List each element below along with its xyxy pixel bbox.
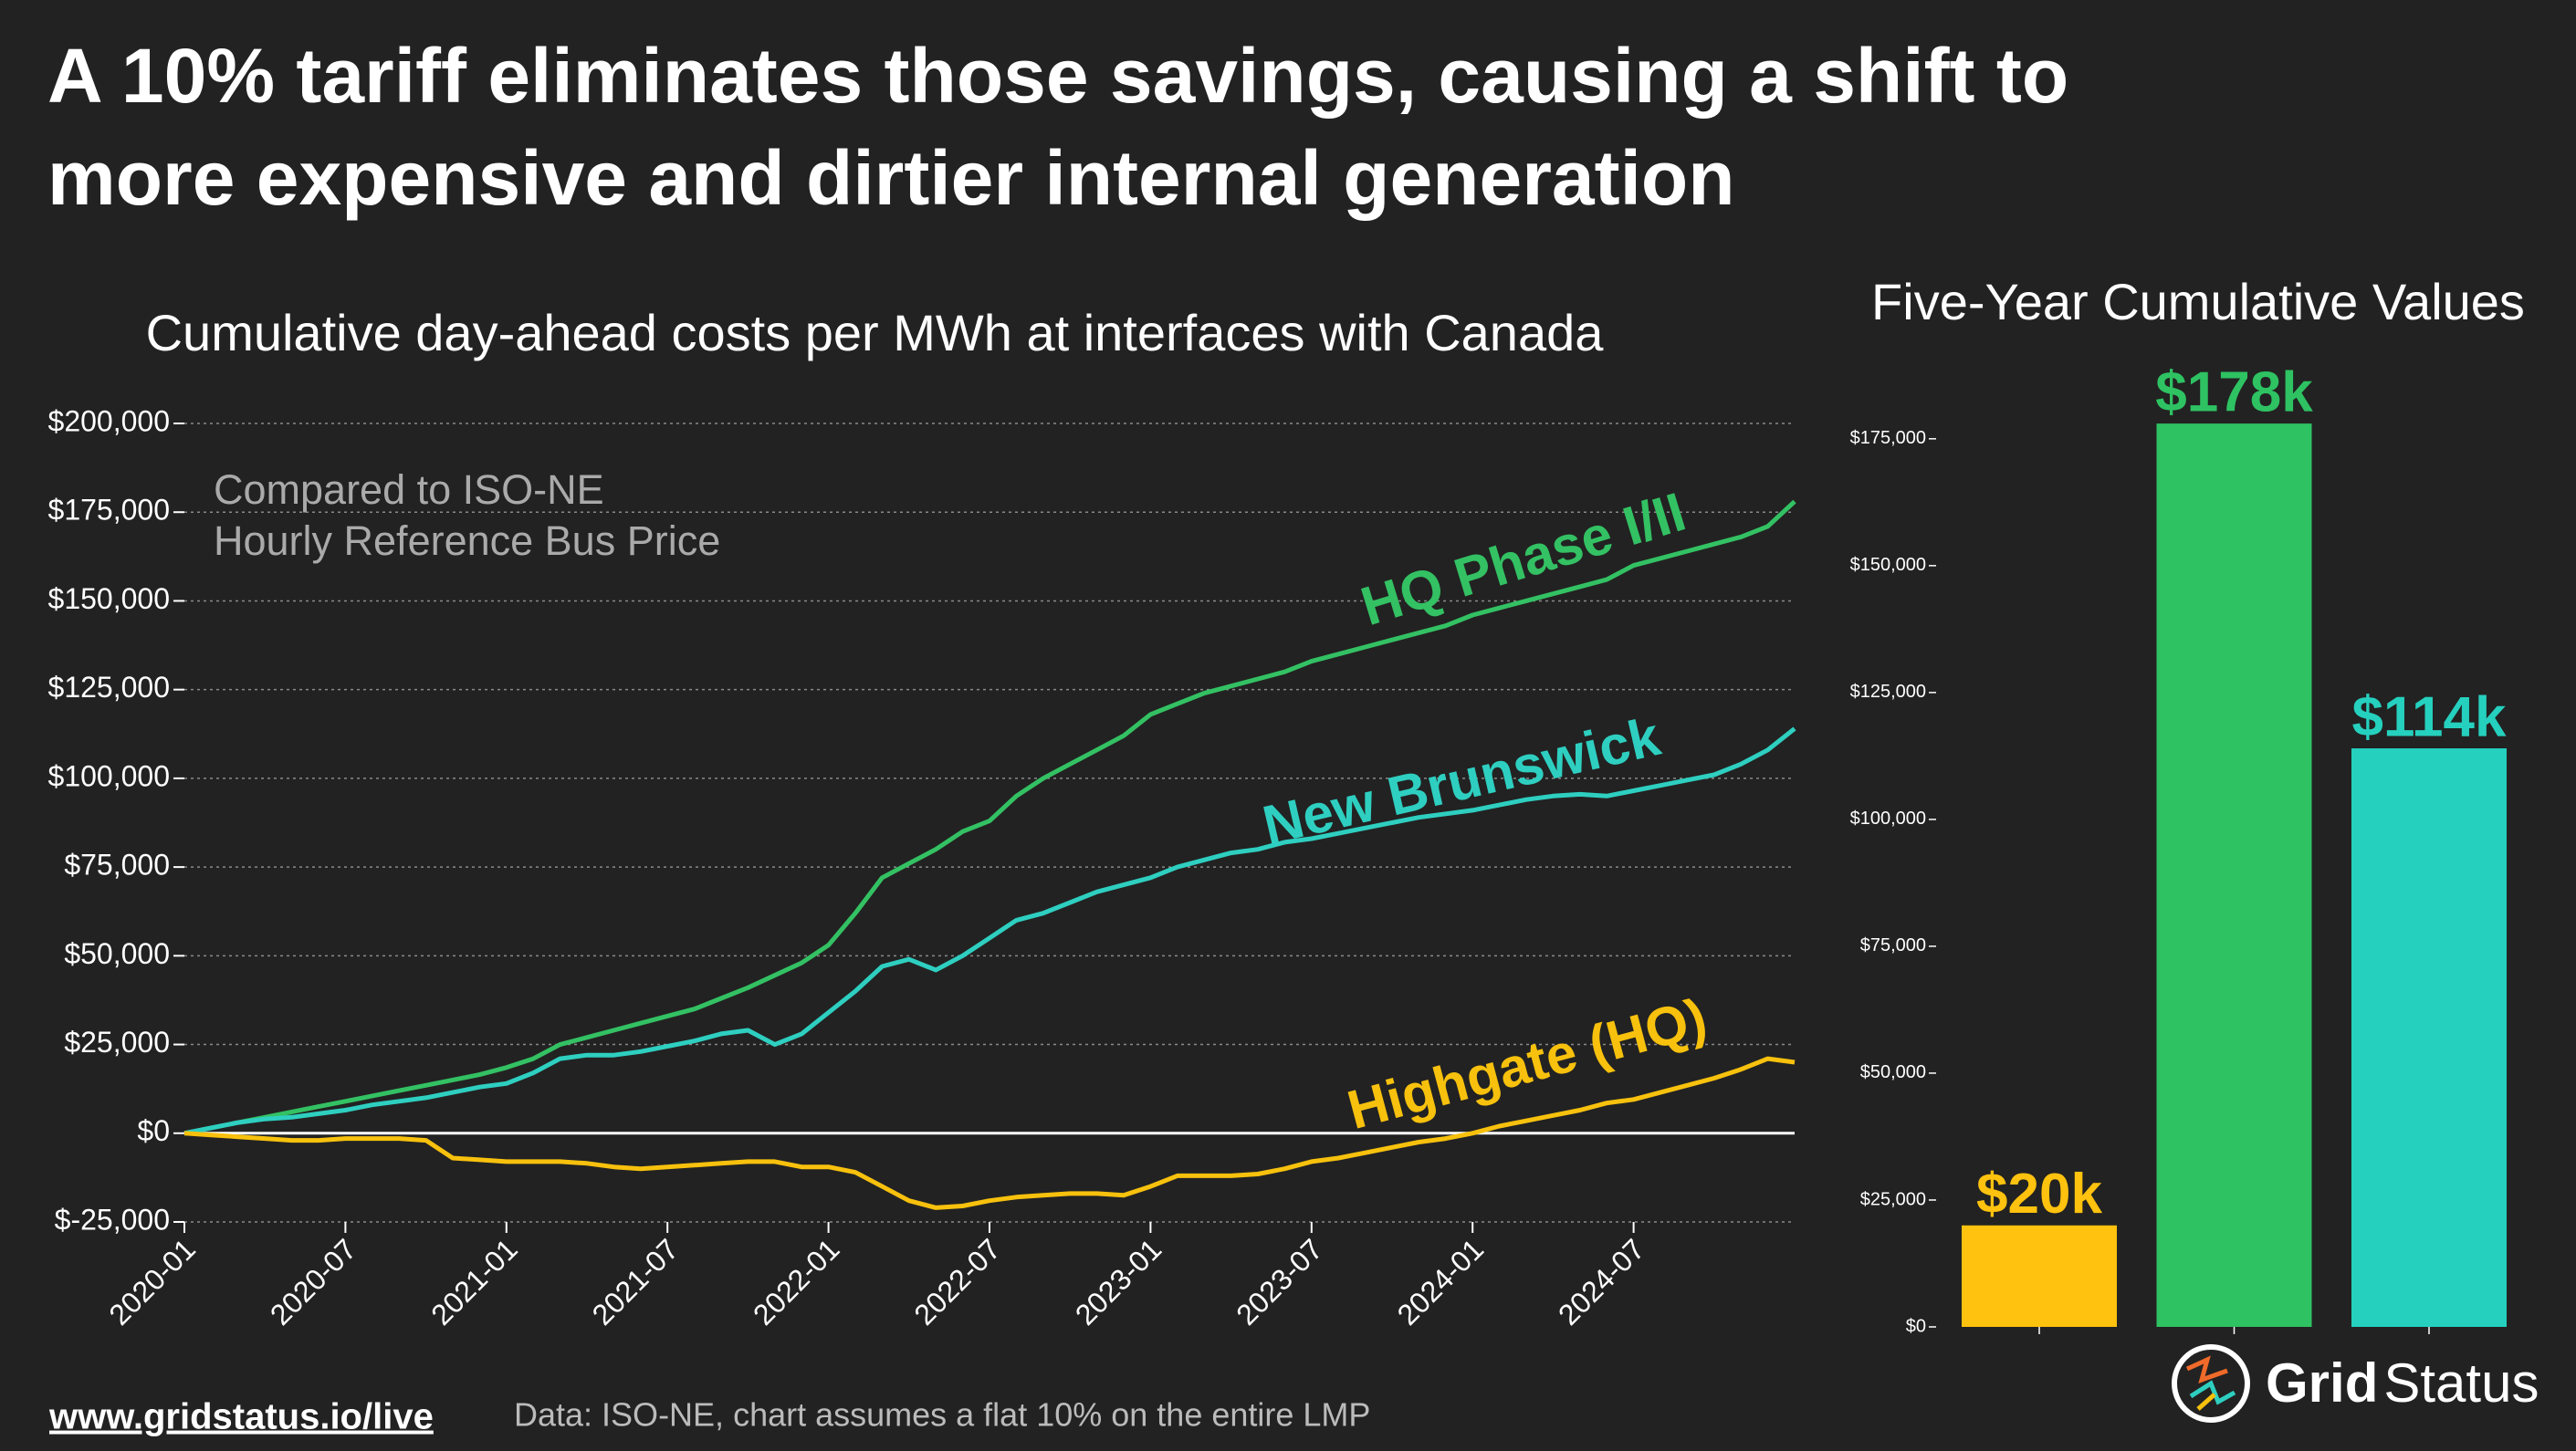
y-tick-label: $100,000 [48, 759, 170, 792]
series-line [183, 1056, 1796, 1210]
bar-value-label: $20k [1976, 1163, 2102, 1226]
y-tick-label: $100,000 [1850, 809, 1926, 829]
y-tick-label: $25,000 [1860, 1189, 1926, 1209]
y-tick-label: $0 [137, 1114, 170, 1147]
y-tick-label: $50,000 [64, 937, 170, 970]
y-tick-label: $125,000 [48, 671, 170, 704]
logo-ring [2172, 1344, 2250, 1423]
bar [1962, 1225, 2117, 1327]
series-line [183, 726, 1796, 1136]
logo: Grid Status [2172, 1344, 2539, 1423]
footer-source: Data: ISO-NE, chart assumes a flat 10% o… [514, 1396, 1370, 1434]
chart-subtitle: Cumulative day-ahead costs per MWh at in… [146, 304, 1605, 361]
logo-text: Grid Status [2266, 1352, 2539, 1414]
logo-regular: Status [2383, 1352, 2539, 1414]
y-tick-label: $175,000 [48, 494, 170, 527]
title-line: A 10% tariff eliminates those savings, c… [47, 33, 2068, 119]
y-tick-label: $75,000 [1860, 935, 1926, 955]
annotation: Compared to ISO-NE [214, 466, 604, 513]
y-tick-label: $75,000 [64, 849, 170, 882]
y-tick-label: $200,000 [48, 404, 170, 437]
footer-link[interactable]: www.gridstatus.io/live [48, 1397, 434, 1437]
logo-stroke [2189, 1380, 2236, 1405]
logo-stroke [2196, 1393, 2216, 1411]
y-tick-label: $125,000 [1850, 682, 1926, 702]
y-tick-label: $25,000 [64, 1026, 170, 1059]
annotation: Hourly Reference Bus Price [214, 517, 720, 564]
y-tick-label: $50,000 [1860, 1062, 1926, 1082]
y-tick-label: $0 [1906, 1316, 1926, 1336]
y-tick-label: $175,000 [1850, 428, 1926, 448]
y-tick-label: $150,000 [1850, 555, 1926, 575]
logo-stroke [2185, 1355, 2228, 1383]
title-line: more expensive and dirtier internal gene… [47, 135, 1735, 221]
chart-subtitle: Five-Year Cumulative Values [1871, 273, 2525, 330]
bar [2156, 423, 2312, 1328]
y-tick-label: $-25,000 [55, 1203, 170, 1236]
bar-value-label: $114k [2352, 685, 2508, 748]
series-line [183, 499, 1796, 1136]
y-tick-label: $150,000 [48, 582, 170, 615]
bar [2351, 748, 2507, 1327]
logo-bold: Grid [2266, 1352, 2378, 1414]
bar-value-label: $178k [2155, 360, 2313, 423]
